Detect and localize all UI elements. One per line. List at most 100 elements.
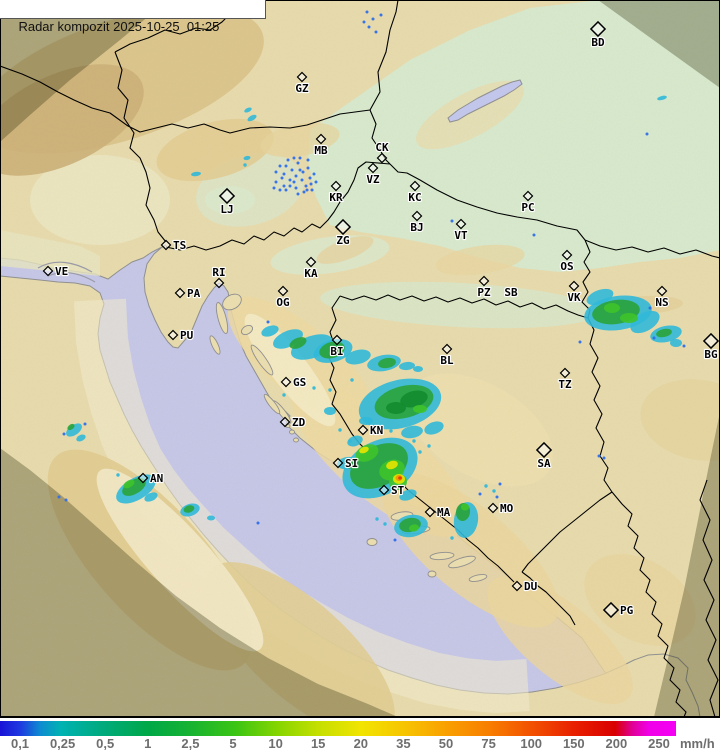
radar-echo-dot (383, 522, 387, 526)
station-label: PG (620, 604, 634, 617)
radar-echo-dot (338, 428, 342, 432)
station-diamond-icon (213, 277, 225, 289)
radar-echo-blob (247, 114, 257, 122)
radar-echo-dot (280, 176, 284, 180)
adriatic-islands (209, 293, 488, 582)
station-label: BD (591, 36, 605, 49)
radar-echo-blob (386, 460, 398, 470)
station-label: PU (180, 329, 194, 342)
station-label: MA (437, 506, 451, 519)
station-diamond-icon (535, 441, 553, 459)
radar-echo-dot (309, 182, 313, 186)
station-diamond-icon (561, 249, 573, 261)
station-diamond-icon (702, 332, 720, 350)
station-label: GS (293, 376, 306, 389)
radar-echo-blob (604, 303, 620, 313)
radar-echo-blob (244, 107, 252, 113)
radar-echo-dot (365, 10, 369, 14)
radar-echo-dot (292, 180, 296, 184)
radar-echo-dot (308, 176, 312, 180)
station-diamond-icon (315, 133, 327, 145)
station-pa: PA (174, 286, 202, 301)
station-diamond-icon (441, 343, 453, 355)
station-ts: TS (160, 238, 187, 253)
station-gz: GZ (294, 71, 310, 96)
radar-echo-dot (305, 188, 309, 192)
radar-echo-dot (393, 538, 397, 542)
station-diamond-icon (174, 287, 186, 299)
radar-echo-blob (386, 402, 406, 414)
radar-echo-blob (324, 407, 336, 415)
radar-echo-dot (379, 13, 383, 17)
station-diamond-icon (511, 580, 523, 592)
lake-balaton (447, 79, 523, 123)
station-label: DU (524, 580, 538, 593)
station-diamond-icon (656, 285, 668, 297)
radar-echo-dot (306, 166, 310, 170)
legend-tick: 20 (353, 736, 369, 751)
station-label: BJ (410, 221, 423, 234)
radar-echo-blob (401, 425, 423, 439)
station-diamond-icon (478, 275, 490, 287)
station-label: GZ (295, 82, 309, 95)
radar-echo-dot (348, 439, 352, 443)
title-text: Radar kompozit 2025-10-25 01:25 (18, 19, 220, 34)
station-label: RI (212, 266, 225, 279)
radar-echo-dot (412, 439, 416, 443)
legend-tick: 150 (562, 736, 585, 751)
radar-echo-blob (399, 489, 417, 501)
radar-echo-blob (345, 349, 371, 365)
lakes (37, 79, 523, 283)
radar-echo-dot (274, 170, 278, 174)
radar-echo-blob (657, 95, 667, 101)
radar-echo-dot (62, 432, 66, 436)
radar-echo-dot (298, 168, 302, 172)
radar-echo-dot (328, 388, 332, 392)
radar-echo-dot (278, 188, 282, 192)
radar-echo-dot (375, 517, 379, 521)
station-pg: PG (602, 601, 635, 619)
radar-echo-dot (312, 386, 316, 390)
radar-echo-dot (243, 163, 247, 167)
station-label: CK (375, 141, 389, 154)
radar-echo-dot (492, 489, 496, 493)
station-label: BG (704, 348, 718, 361)
station-tz: TZ (557, 367, 573, 392)
station-vk: VK (566, 280, 582, 305)
station-gs: GS (280, 375, 307, 390)
radar-echo-blob (413, 366, 423, 372)
station-ma: MA (424, 505, 452, 520)
legend-tick: 75 (481, 736, 496, 751)
radar-echo-blob (345, 461, 357, 469)
station-label: SA (537, 457, 551, 470)
radar-echo-dot (450, 219, 454, 223)
station-kn: KN (357, 423, 384, 438)
station-label: KN (370, 424, 383, 437)
radar-echo-blob (347, 435, 363, 447)
station-diamond-icon (137, 472, 149, 484)
station-diamond-icon (378, 484, 390, 496)
radar-echo-blob (359, 446, 369, 454)
radar-echo-dot (278, 164, 282, 168)
station-diamond-icon (277, 285, 289, 297)
radar-echo-dot (478, 492, 482, 496)
radar-echo-dot (602, 456, 606, 460)
radar-echo-dot (296, 161, 300, 165)
station-diamond-icon (296, 71, 308, 83)
radar-echo-blob (243, 155, 251, 161)
radar-echo-dot (532, 233, 536, 237)
station-label: VT (454, 229, 468, 242)
station-diamond-icon (409, 180, 421, 192)
station-bi: BI (329, 334, 345, 359)
radar-echo-dot (302, 190, 306, 194)
station-diamond-icon (411, 210, 423, 222)
radar-echo-dot (682, 344, 686, 348)
radar-echo-dot (310, 188, 314, 192)
radar-echo-dot (286, 158, 290, 162)
radar-echo-dot (362, 20, 366, 24)
station-bj: BJ (409, 210, 425, 235)
radar-echo-dot (350, 378, 354, 382)
legend-tick: 0,5 (96, 736, 115, 751)
radar-echo-blob (191, 171, 201, 177)
radar-map: BD GZ MB CK VZ KR KC LJ PC BJ VT ZG TS OS KA VE RI PZ VK SB… (0, 0, 720, 717)
